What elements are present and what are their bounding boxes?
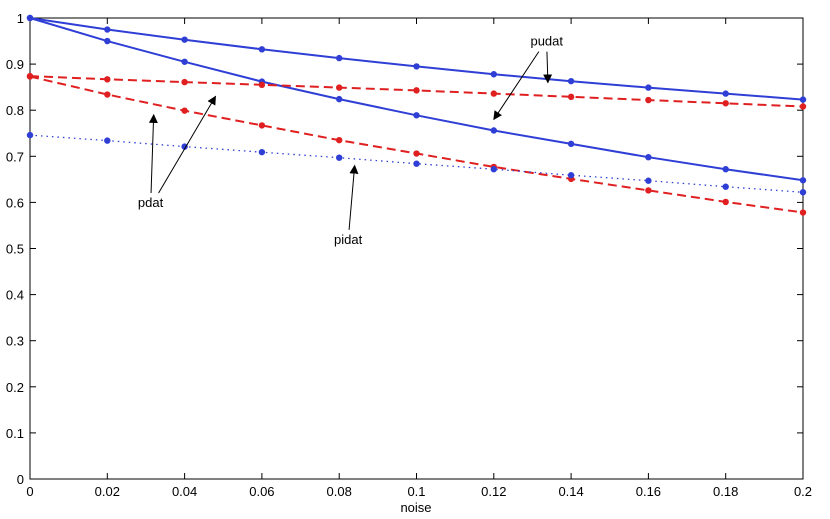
data-point <box>181 107 188 114</box>
x-tick-label: 0.02 <box>95 484 120 499</box>
data-point <box>490 166 497 173</box>
data-point <box>336 136 343 144</box>
annotation-layer: pudat pdat pidat <box>138 34 563 247</box>
plot-area <box>29 17 804 480</box>
data-point <box>258 122 266 129</box>
data-point <box>181 58 188 65</box>
y-tick-label: 0.6 <box>6 195 24 210</box>
data-point <box>413 87 420 94</box>
data-point <box>490 90 497 97</box>
data-point <box>490 127 497 134</box>
data-point <box>104 91 111 98</box>
x-tick-label: 0.1 <box>407 484 425 499</box>
data-point <box>104 137 111 144</box>
x-tick-label: 0.14 <box>558 484 583 499</box>
data-point <box>413 112 420 119</box>
data-point <box>722 90 729 97</box>
data-point <box>567 77 575 85</box>
annotation-label: pudat <box>530 34 563 49</box>
data-point <box>799 177 807 184</box>
x-tick-label: 0.2 <box>794 484 812 499</box>
data-point <box>258 46 266 53</box>
y-tick-label: 0.4 <box>6 288 24 303</box>
data-point <box>26 73 34 80</box>
data-point <box>336 54 343 62</box>
y-tick-label: 0.3 <box>6 334 24 349</box>
y-tick-label: 0.2 <box>6 380 24 395</box>
annotation-arrow <box>493 51 540 121</box>
data-point <box>645 154 652 161</box>
annotation-label: pidat <box>334 232 363 247</box>
x-tick-label: 0 <box>26 484 33 499</box>
data-point <box>645 96 652 104</box>
annotation-arrow <box>543 51 553 84</box>
y-tick-label: 0.1 <box>6 426 24 441</box>
data-point <box>722 183 729 190</box>
data-point <box>490 71 497 78</box>
data-point <box>799 103 807 110</box>
data-point <box>799 189 807 196</box>
x-tick-label: 0.08 <box>327 484 352 499</box>
data-point <box>181 36 188 43</box>
x-tick-label: 0.18 <box>713 484 738 499</box>
data-point <box>413 150 420 157</box>
data-point <box>336 84 343 91</box>
annotation-arrow <box>348 164 359 230</box>
data-point <box>645 187 652 194</box>
y-tick-label: 0.5 <box>6 242 24 257</box>
data-point <box>181 78 188 86</box>
data-point <box>722 100 729 107</box>
x-tick-label: 0.06 <box>249 484 274 499</box>
data-point <box>26 14 34 22</box>
data-point <box>722 166 729 173</box>
data-point <box>645 177 652 184</box>
x-axis-label: noise <box>400 500 431 515</box>
data-point <box>645 84 652 91</box>
data-point <box>258 81 266 89</box>
data-point <box>799 209 807 216</box>
data-point <box>258 148 266 156</box>
axis-ticks: 0 0.02 0.04 0.06 0.08 0.1 0.12 0.14 0.16 0.18 0.2 0… <box>6 11 812 499</box>
y-tick-label: 1 <box>17 11 24 26</box>
y-tick-label: 0.7 <box>6 149 24 164</box>
x-tick-label: 0.04 <box>172 484 197 499</box>
data-point <box>104 37 111 45</box>
data-point <box>104 76 111 83</box>
data-point <box>567 172 575 179</box>
data-point <box>336 95 343 103</box>
annotation-label: pdat <box>138 195 164 210</box>
series-layer <box>26 14 807 216</box>
data-point <box>104 26 111 33</box>
data-point <box>336 154 343 161</box>
data-point <box>799 96 807 103</box>
data-point <box>413 63 420 70</box>
x-tick-label: 0.12 <box>481 484 506 499</box>
data-point <box>567 93 575 101</box>
data-point <box>413 160 420 167</box>
y-tick-label: 0 <box>17 472 24 487</box>
annotation-arrow <box>148 113 158 194</box>
data-point <box>26 131 34 139</box>
y-tick-label: 0.8 <box>6 103 24 118</box>
y-tick-label: 0.9 <box>6 57 24 72</box>
x-tick-label: 0.16 <box>636 484 661 499</box>
data-point <box>567 140 575 148</box>
annotation-arrow <box>158 95 216 194</box>
data-point <box>722 198 729 206</box>
data-point <box>181 143 188 150</box>
